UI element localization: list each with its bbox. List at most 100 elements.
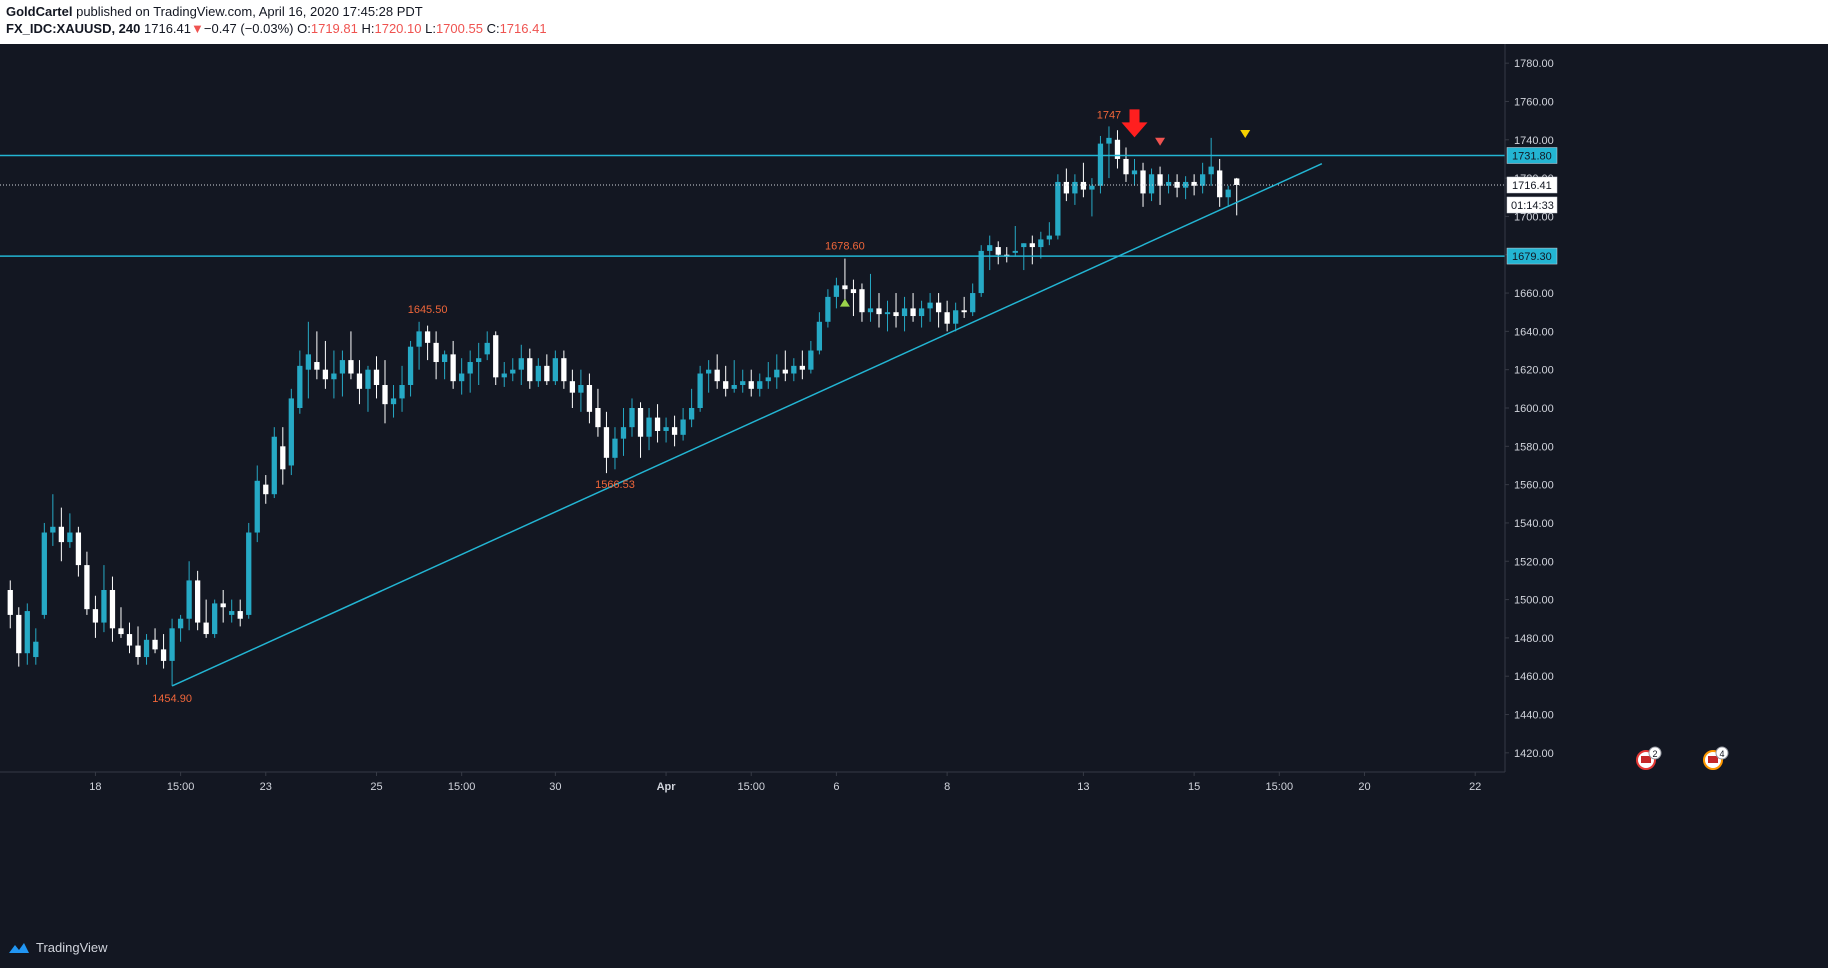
time-axis[interactable]: 18 15:00 23 25 15:00 30 Apr 15:00 6 8 13 15 15:00 20 2… (0, 771, 1505, 793)
candle-body (348, 360, 354, 374)
time-tick-label: Apr (657, 781, 677, 793)
candle-body (501, 373, 507, 378)
price-tick-label: 1580.00 (1514, 441, 1554, 453)
candle-body (263, 484, 269, 495)
candle-body (416, 331, 422, 347)
symbol-info: FX_IDC:XAUUSD, 240 1716.41▼−0.47 (−0.03%… (6, 21, 547, 36)
candle-body (876, 308, 882, 315)
candle-body (799, 365, 805, 370)
candle-body (569, 381, 576, 393)
candle-body (143, 639, 150, 658)
price-tick-label: 1420.00 (1514, 748, 1554, 760)
price-tick-label: 1640.00 (1514, 326, 1554, 338)
candle-body (118, 628, 124, 635)
price-tick-label: 1760.00 (1514, 96, 1554, 108)
time-tick-label: 30 (549, 781, 561, 793)
candle-body (552, 358, 558, 382)
flag-stripes-icon (1641, 756, 1651, 763)
candle-body (654, 417, 661, 431)
candle-body (92, 609, 99, 623)
candle-body (595, 408, 601, 428)
candle-body (544, 365, 550, 382)
candle-body (825, 296, 831, 322)
candle-body (680, 419, 686, 435)
time-tick-label: 18 (89, 781, 101, 793)
candle-body (859, 289, 865, 313)
candle-body (927, 302, 933, 309)
candle-body (126, 634, 133, 646)
candle-body (373, 369, 380, 386)
candle-body (229, 611, 235, 615)
candle-body (280, 446, 286, 470)
down-triangle-icon (1155, 137, 1166, 146)
time-tick-label: 15 (1188, 781, 1200, 793)
candle-body (578, 385, 584, 393)
candle-body (935, 302, 942, 313)
candle-body (407, 346, 414, 386)
candle-body (109, 590, 116, 629)
brand[interactable]: TradingView (8, 940, 108, 955)
candle-body (390, 398, 397, 405)
down-triangle-icon (1240, 130, 1251, 139)
candle-body (1038, 239, 1044, 248)
candle-body (1165, 181, 1172, 186)
candle-body (816, 321, 823, 351)
candle-body (765, 377, 771, 382)
candle-body (58, 526, 65, 543)
candle-body (169, 628, 175, 661)
candle-body (918, 308, 925, 317)
time-tick-label: 22 (1469, 781, 1481, 793)
candle-body (24, 611, 30, 654)
current-price-label: 1716.41 (1512, 180, 1552, 192)
publish-text: published on TradingView.com, April 16, … (76, 4, 423, 19)
candle-body (944, 312, 950, 324)
candle-body (493, 335, 499, 378)
candle-body (424, 331, 431, 343)
candle-body (1200, 174, 1206, 186)
price-tick-label: 1460.00 (1514, 671, 1554, 683)
candle-body (1140, 170, 1146, 194)
candle-body (697, 373, 703, 408)
candle-body (246, 532, 252, 615)
candle-body (740, 381, 746, 386)
candle-body (646, 417, 652, 437)
time-tick-label: 25 (370, 781, 382, 793)
publish-info: GoldCartel published on TradingView.com,… (6, 4, 423, 19)
price-chart[interactable]: 1454.90 1645.50 1566.53 1678.60 1747 1420.00… (0, 44, 1828, 930)
candle-body (75, 532, 82, 566)
candle-body (774, 369, 780, 378)
close-value: 1716.41 (499, 21, 547, 36)
candle-body (867, 308, 874, 313)
candle-body (671, 427, 678, 435)
candle-body (791, 365, 797, 374)
candle-body (50, 526, 56, 533)
candle-body (637, 408, 644, 437)
candle-body (1123, 158, 1129, 175)
tradingview-logo-icon (9, 942, 29, 953)
candle-body (297, 365, 303, 408)
candle-body (1063, 181, 1070, 194)
candle-body (1208, 166, 1214, 175)
candle-body (194, 580, 201, 623)
open-value: 1719.81 (310, 21, 358, 36)
event-count-bubble (1715, 746, 1729, 760)
candle-body (663, 427, 669, 431)
candle-body (510, 369, 516, 374)
candle-body (41, 532, 47, 615)
candle-body (884, 312, 891, 315)
candle-body (254, 480, 260, 533)
candle-body (961, 310, 967, 313)
low-label: L: (425, 21, 436, 36)
candle-body (314, 362, 320, 370)
candle-body (152, 639, 158, 650)
candle-body (203, 622, 209, 635)
candle-body (484, 342, 490, 355)
sell-arrow-icon (1121, 109, 1148, 138)
trendline (171, 163, 1323, 687)
author-name[interactable]: GoldCartel (6, 4, 73, 19)
annotations-layer: 1454.90 1645.50 1566.53 1678.60 1747 (152, 109, 1251, 705)
level-price-label-box (1506, 147, 1558, 164)
price-axis[interactable]: 1420.00 1440.00 1460.00 1480.00 1500.00 1520.… (1504, 44, 1558, 772)
time-tick-label: 20 (1358, 781, 1370, 793)
